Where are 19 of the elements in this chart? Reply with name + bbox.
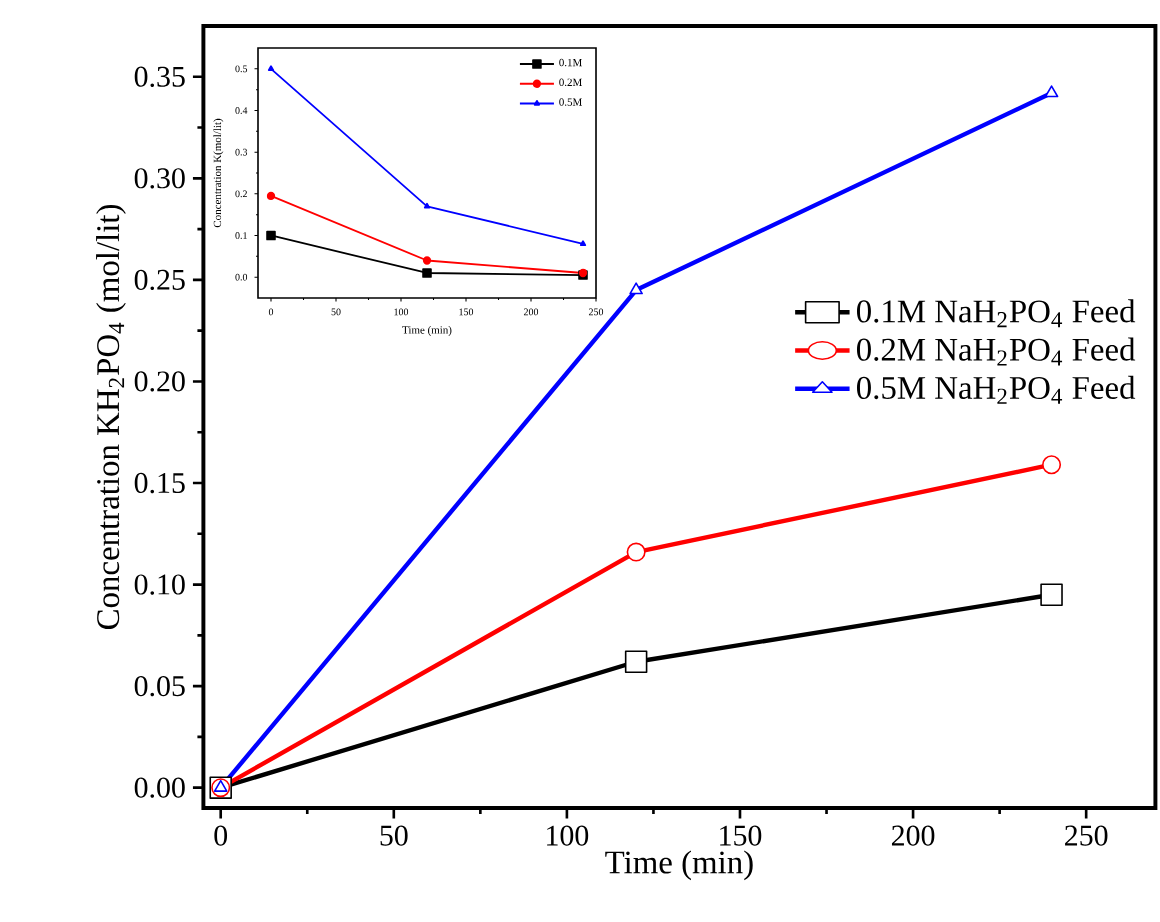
legend-label: 0.1M NaH$_{2}$PO$_{4}$ Feed — [857, 299, 1136, 328]
legend-label: 0.2M NaH$_{2}$PO$_{4}$ Feed — [857, 337, 1136, 366]
y-tick-label: 0.25 — [134, 269, 185, 291]
y-tick-label: 0.20 — [134, 371, 185, 392]
x-tick-label: 250 — [1065, 825, 1108, 846]
x-axis-title: Time (min) — [605, 850, 753, 881]
y-tick-label: 0.00 — [134, 777, 185, 798]
x-tick-label: 200 — [891, 825, 935, 846]
y-axis-title: Concentration KH$_{2}$PO$_{4}$ (mol/lit) — [96, 205, 126, 630]
legend-label: 0.5M NaH$_{2}$PO$_{4}$ Feed — [857, 375, 1136, 404]
y-tick-label: 0.10 — [134, 574, 185, 595]
y-tick-label: 0.30 — [134, 168, 185, 189]
y-tick-label: 0.15 — [134, 472, 185, 494]
x-tick-label: 150 — [720, 825, 762, 846]
y-tick-label: 0.35 — [134, 66, 185, 87]
x-tick-label: 50 — [380, 825, 408, 846]
x-tick-label: 100 — [547, 825, 589, 846]
y-tick-label: 0.05 — [134, 675, 185, 697]
x-tick-label: 0 — [214, 825, 228, 846]
